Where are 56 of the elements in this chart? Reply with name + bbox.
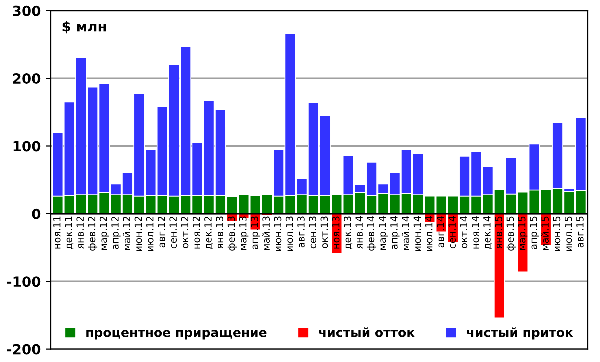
x-tick-label: май.12	[123, 216, 131, 250]
x-tick-label: окт.14	[460, 216, 468, 248]
x-tick-label: авг.12	[158, 216, 166, 248]
x-tick-label: июл.13	[286, 216, 294, 252]
y-axis-title: $ млн	[62, 21, 106, 34]
x-tick-label: янв.13	[216, 216, 224, 249]
x-tick-label: апр.15	[530, 216, 540, 250]
y-tick-label: -100	[7, 276, 41, 288]
x-tick-label: дек.12	[204, 216, 214, 250]
x-tick-label: дек.11	[65, 216, 74, 250]
x-tick-label: ноя.11	[54, 216, 61, 249]
x-tick-label: сен.14	[448, 216, 456, 249]
x-tick-label: авг.15	[576, 216, 584, 248]
x-tick-label: окт.12	[181, 216, 189, 248]
legend-label: чистый отток	[319, 328, 415, 338]
x-tick-label: фев.12	[88, 216, 98, 251]
x-tick-label: июл.12	[146, 216, 154, 252]
x-tick-label: янв.14	[356, 216, 363, 249]
x-tick-label: июн.13	[274, 216, 282, 252]
x-tick-label: окт.13	[320, 216, 328, 248]
x-tick-label: мар.13	[239, 216, 249, 250]
y-tick-label: 300	[13, 6, 41, 16]
x-tick-label: май.14	[402, 216, 410, 250]
y-tick-label: 100	[14, 141, 41, 152]
y-tick-label: 0	[32, 208, 41, 220]
x-tick-label: сен.13	[309, 216, 317, 249]
x-tick-label: апр.14	[390, 216, 400, 250]
x-tick-label: дек.14	[484, 216, 492, 250]
legend-label: процентное приращение	[86, 330, 267, 340]
x-tick-label: мар.15	[518, 216, 528, 250]
x-tick-label: сен.12	[170, 216, 178, 249]
x-tick-label: июн.12	[134, 216, 142, 252]
x-tick-label: фев.14	[367, 216, 377, 251]
x-tick-label: мар.14	[379, 216, 388, 250]
x-tick-label: май.15	[541, 216, 549, 250]
x-tick-label: ноя.14	[472, 216, 480, 249]
x-tick-label: фев.15	[506, 216, 516, 251]
x-tick-label: авг.13	[298, 216, 305, 248]
x-tick-label: июн.14	[414, 216, 422, 252]
legend-label: чистый приток	[467, 328, 574, 340]
x-tick-label: авг.14	[437, 216, 444, 248]
x-tick-label: ноя.13	[332, 216, 340, 249]
y-tick-label: 200	[13, 74, 41, 84]
x-tick-label: фев.13	[228, 216, 238, 251]
x-tick-label: ноя.12	[192, 216, 200, 249]
x-tick-label: июн.15	[553, 216, 561, 252]
x-tick-label: июл.14	[426, 216, 433, 252]
x-tick-label: апр.12	[112, 216, 121, 250]
x-tick-label: янв.12	[76, 216, 84, 249]
x-tick-label: май.13	[262, 216, 270, 250]
y-tick-label: -200	[7, 344, 41, 355]
x-tick-label: янв.15	[495, 216, 502, 249]
x-tick-label: апр.13	[251, 216, 260, 250]
x-tick-label: мар.12	[100, 216, 110, 250]
x-tick-label: июл.15	[564, 216, 572, 252]
x-tick-label: дек.13	[344, 216, 353, 250]
